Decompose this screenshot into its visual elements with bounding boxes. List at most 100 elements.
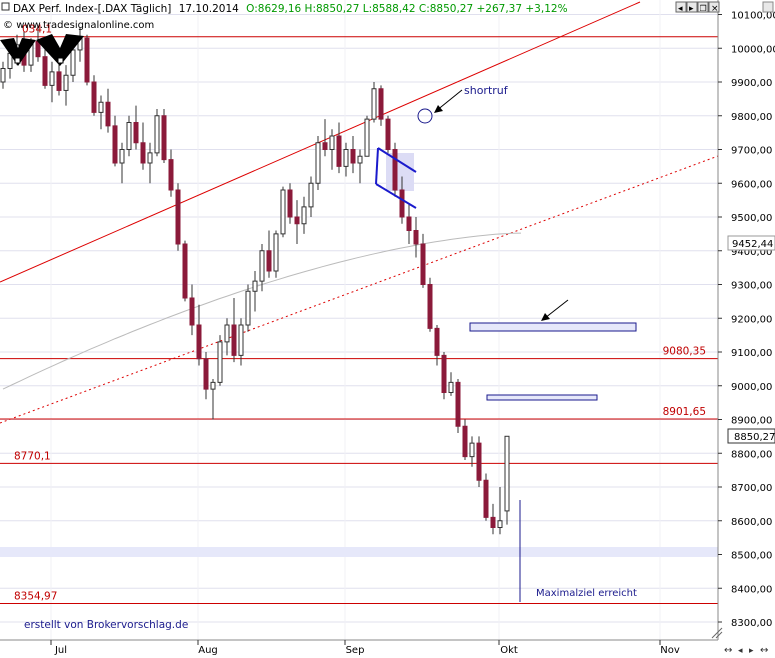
- x-tick-label: Nov: [660, 645, 680, 656]
- y-tick-label: 9600,00: [731, 179, 772, 190]
- y-tick-label: 9200,00: [731, 314, 772, 325]
- candle-body: [434, 327, 440, 356]
- candle-body: [504, 435, 510, 512]
- candle-body: [56, 71, 62, 91]
- candle: [203, 352, 209, 400]
- scroll-left-small-icon[interactable]: ◂: [738, 646, 743, 656]
- zoom-out-icon[interactable]: ↔: [760, 645, 768, 656]
- candle-body: [266, 250, 272, 272]
- candle-body: [280, 189, 286, 235]
- candle-body: [322, 142, 328, 150]
- y-tick-label: 8800,00: [731, 449, 772, 460]
- gap-arrow: [544, 299, 569, 319]
- scroll-right-small-icon[interactable]: ▸: [749, 646, 754, 656]
- candle: [42, 44, 48, 89]
- candle-body: [350, 149, 356, 164]
- candle: [364, 115, 370, 157]
- close-icon: ×: [711, 4, 719, 14]
- y-tick-label: 9500,00: [731, 213, 772, 224]
- current-price-box: [727, 428, 775, 444]
- level-labels: 034,1 9080,35 8901,65 8770,1 8354,97: [14, 24, 706, 603]
- candle-body: [35, 41, 41, 58]
- candle-body: [287, 189, 293, 218]
- candle-body: [413, 230, 419, 245]
- candle-body: [175, 189, 181, 245]
- candle-body: [259, 250, 265, 282]
- gap-zone-8970: [486, 394, 598, 401]
- y-tick-label: 9900,00: [731, 78, 772, 89]
- candle: [168, 149, 174, 197]
- candle-body: [273, 233, 279, 272]
- candle: [147, 142, 153, 184]
- candle: [287, 183, 293, 224]
- candle-body: [154, 115, 160, 154]
- candle-body: [63, 74, 69, 91]
- flag-upper-line: [377, 147, 417, 173]
- candle: [357, 149, 363, 184]
- price-axis-scrollbar[interactable]: [762, 1, 774, 13]
- shortruf-arrow-head: [434, 105, 443, 113]
- candle-body: [217, 341, 223, 383]
- level-label: 8901,65: [663, 406, 706, 418]
- candle-body: [119, 149, 125, 164]
- candle-body: [91, 81, 97, 113]
- pivot-markers: [0, 34, 84, 66]
- candle-body: [357, 155, 363, 164]
- candle-body: [476, 442, 482, 481]
- menu-square-icon[interactable]: [1, 2, 10, 11]
- candle: [245, 284, 251, 332]
- candle: [84, 34, 90, 86]
- pivot-marker-1: [0, 38, 36, 66]
- candle-body: [42, 56, 48, 86]
- candle-body: [301, 206, 307, 225]
- level-label: 8354,97: [14, 590, 57, 602]
- candle: [182, 240, 188, 302]
- x-tick-label: Okt: [500, 645, 518, 656]
- candle-body: [112, 125, 118, 164]
- candle-body: [182, 243, 188, 299]
- y-tick-label: 8500,00: [731, 551, 772, 562]
- scroll-left-button[interactable]: [675, 1, 687, 13]
- candle: [238, 318, 244, 366]
- y-tick-label: 8900,00: [731, 416, 772, 427]
- candle-body: [364, 118, 370, 157]
- y-tick-label: 10000,00: [731, 44, 775, 55]
- candle: [98, 95, 104, 130]
- candle-body: [196, 324, 202, 360]
- candle-body: [238, 324, 244, 356]
- time-axis-panel: [0, 640, 775, 658]
- candle: [119, 142, 125, 184]
- candle-body: [140, 142, 146, 164]
- candle: [420, 233, 426, 288]
- y-tick-label: 9700,00: [731, 146, 772, 157]
- candle: [490, 503, 496, 535]
- scroll-right-button[interactable]: [686, 1, 698, 13]
- resize-grip-icon[interactable]: [711, 627, 723, 639]
- candle-body: [245, 290, 251, 326]
- candle: [448, 372, 454, 396]
- candle-body: [441, 354, 447, 393]
- candle: [175, 183, 181, 251]
- candle: [259, 244, 265, 292]
- credit-text: erstellt von Brokervorschlag.de: [24, 619, 188, 631]
- candle: [112, 115, 118, 167]
- y-tick-label: 8600,00: [731, 517, 772, 528]
- candle-body: [448, 381, 454, 393]
- candle: [49, 61, 55, 103]
- candle-body: [427, 284, 433, 329]
- restore-button[interactable]: [697, 1, 709, 13]
- candle: [322, 119, 328, 157]
- level-label: 8770,1: [14, 450, 51, 462]
- zoom-in-icon[interactable]: ↔: [724, 645, 732, 656]
- chart-header: DAX Perf. Index-[.DAX Täglich] 17.10.201…: [1, 2, 568, 31]
- shortruf-circle: [417, 108, 433, 124]
- candle-body: [315, 142, 321, 184]
- candle: [336, 122, 342, 174]
- candle: [392, 142, 398, 197]
- close-button[interactable]: [708, 1, 720, 13]
- y-tick-label: 9100,00: [731, 348, 772, 359]
- bottom-nav: ↔ ◂ ▸ ↔: [724, 645, 768, 656]
- candle: [329, 129, 335, 170]
- candle-body: [455, 381, 461, 427]
